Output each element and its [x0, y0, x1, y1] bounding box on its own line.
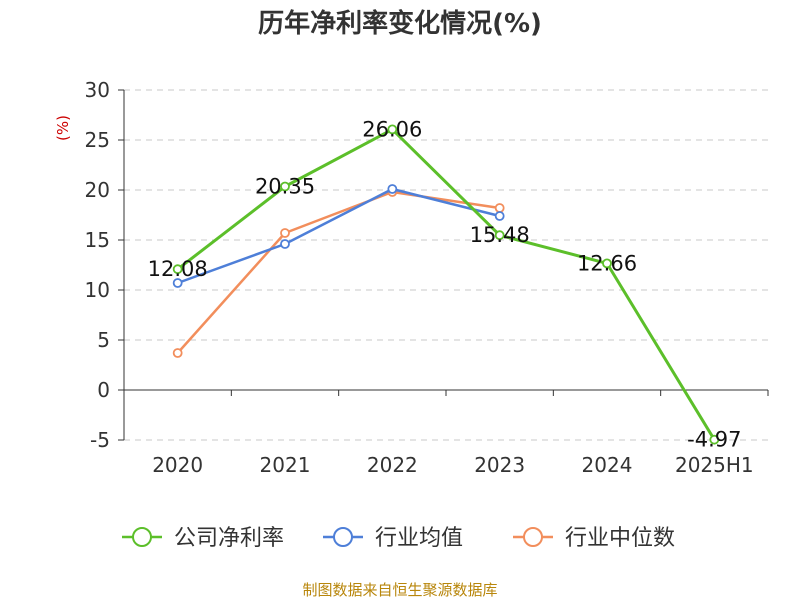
x-tick-labels: 2020 2021 2022 2023 2024 2025H1	[152, 453, 753, 477]
x-tick-label: 2023	[474, 453, 525, 477]
series-line	[176, 127, 716, 441]
legend-label: 行业均值	[375, 526, 463, 551]
data-point	[280, 228, 290, 238]
y-tick-label: 30	[85, 78, 110, 102]
data-labels: 12.08 20.35 26.06 15.48 12.66 -4.97	[148, 117, 742, 451]
y-tick-label: 25	[85, 128, 110, 152]
legend-label: 公司净利率	[174, 526, 284, 551]
y-tick-label: 20	[85, 178, 110, 202]
series-lines	[172, 124, 720, 445]
legend-marker-icon	[523, 527, 543, 547]
data-point	[494, 230, 505, 241]
data-point	[387, 184, 398, 194]
y-tick-label: 5	[97, 328, 110, 352]
y-tick-label: 15	[85, 228, 110, 252]
legend-marker-icon	[333, 527, 353, 547]
grid-lines	[124, 89, 768, 441]
y-tick-labels: 30 25 20 15 10 5 0 -5	[85, 78, 110, 452]
data-point	[172, 348, 183, 358]
x-tick-label: 2022	[367, 453, 418, 477]
axes	[118, 89, 769, 441]
data-label: 12.66	[577, 251, 637, 275]
data-point	[494, 211, 505, 221]
x-tick-label: 2020	[152, 453, 203, 477]
data-point	[387, 124, 398, 135]
source-note: 制图数据来自恒生聚源数据库	[302, 581, 497, 599]
x-tick-label: 2021	[260, 453, 311, 477]
y-tick-label: 10	[85, 278, 110, 302]
data-label: 20.35	[255, 175, 315, 199]
data-point	[602, 258, 612, 269]
data-point	[280, 181, 290, 192]
data-point	[280, 239, 290, 249]
data-label: 12.08	[148, 257, 208, 281]
legend-marker-icon	[132, 527, 152, 547]
data-point	[172, 278, 183, 288]
data-point	[494, 203, 505, 213]
chart-title: 历年净利率变化情况(%)	[258, 8, 542, 39]
legend: 公司净利率 行业均值 行业中位数	[122, 526, 675, 551]
data-label: -4.97	[687, 428, 741, 452]
y-tick-label: -5	[90, 428, 110, 452]
x-tick-label: 2024	[582, 453, 633, 477]
y-axis-unit: (%)	[54, 115, 72, 141]
series-line	[176, 190, 500, 354]
y-tick-label: 0	[97, 378, 110, 402]
data-label: 26.06	[362, 117, 422, 141]
legend-label: 行业中位数	[565, 526, 675, 551]
data-point	[709, 434, 720, 445]
data-label: 15.48	[470, 223, 530, 247]
x-tick-label: 2025H1	[675, 453, 754, 477]
series-line	[177, 187, 500, 285]
data-point	[172, 264, 183, 275]
